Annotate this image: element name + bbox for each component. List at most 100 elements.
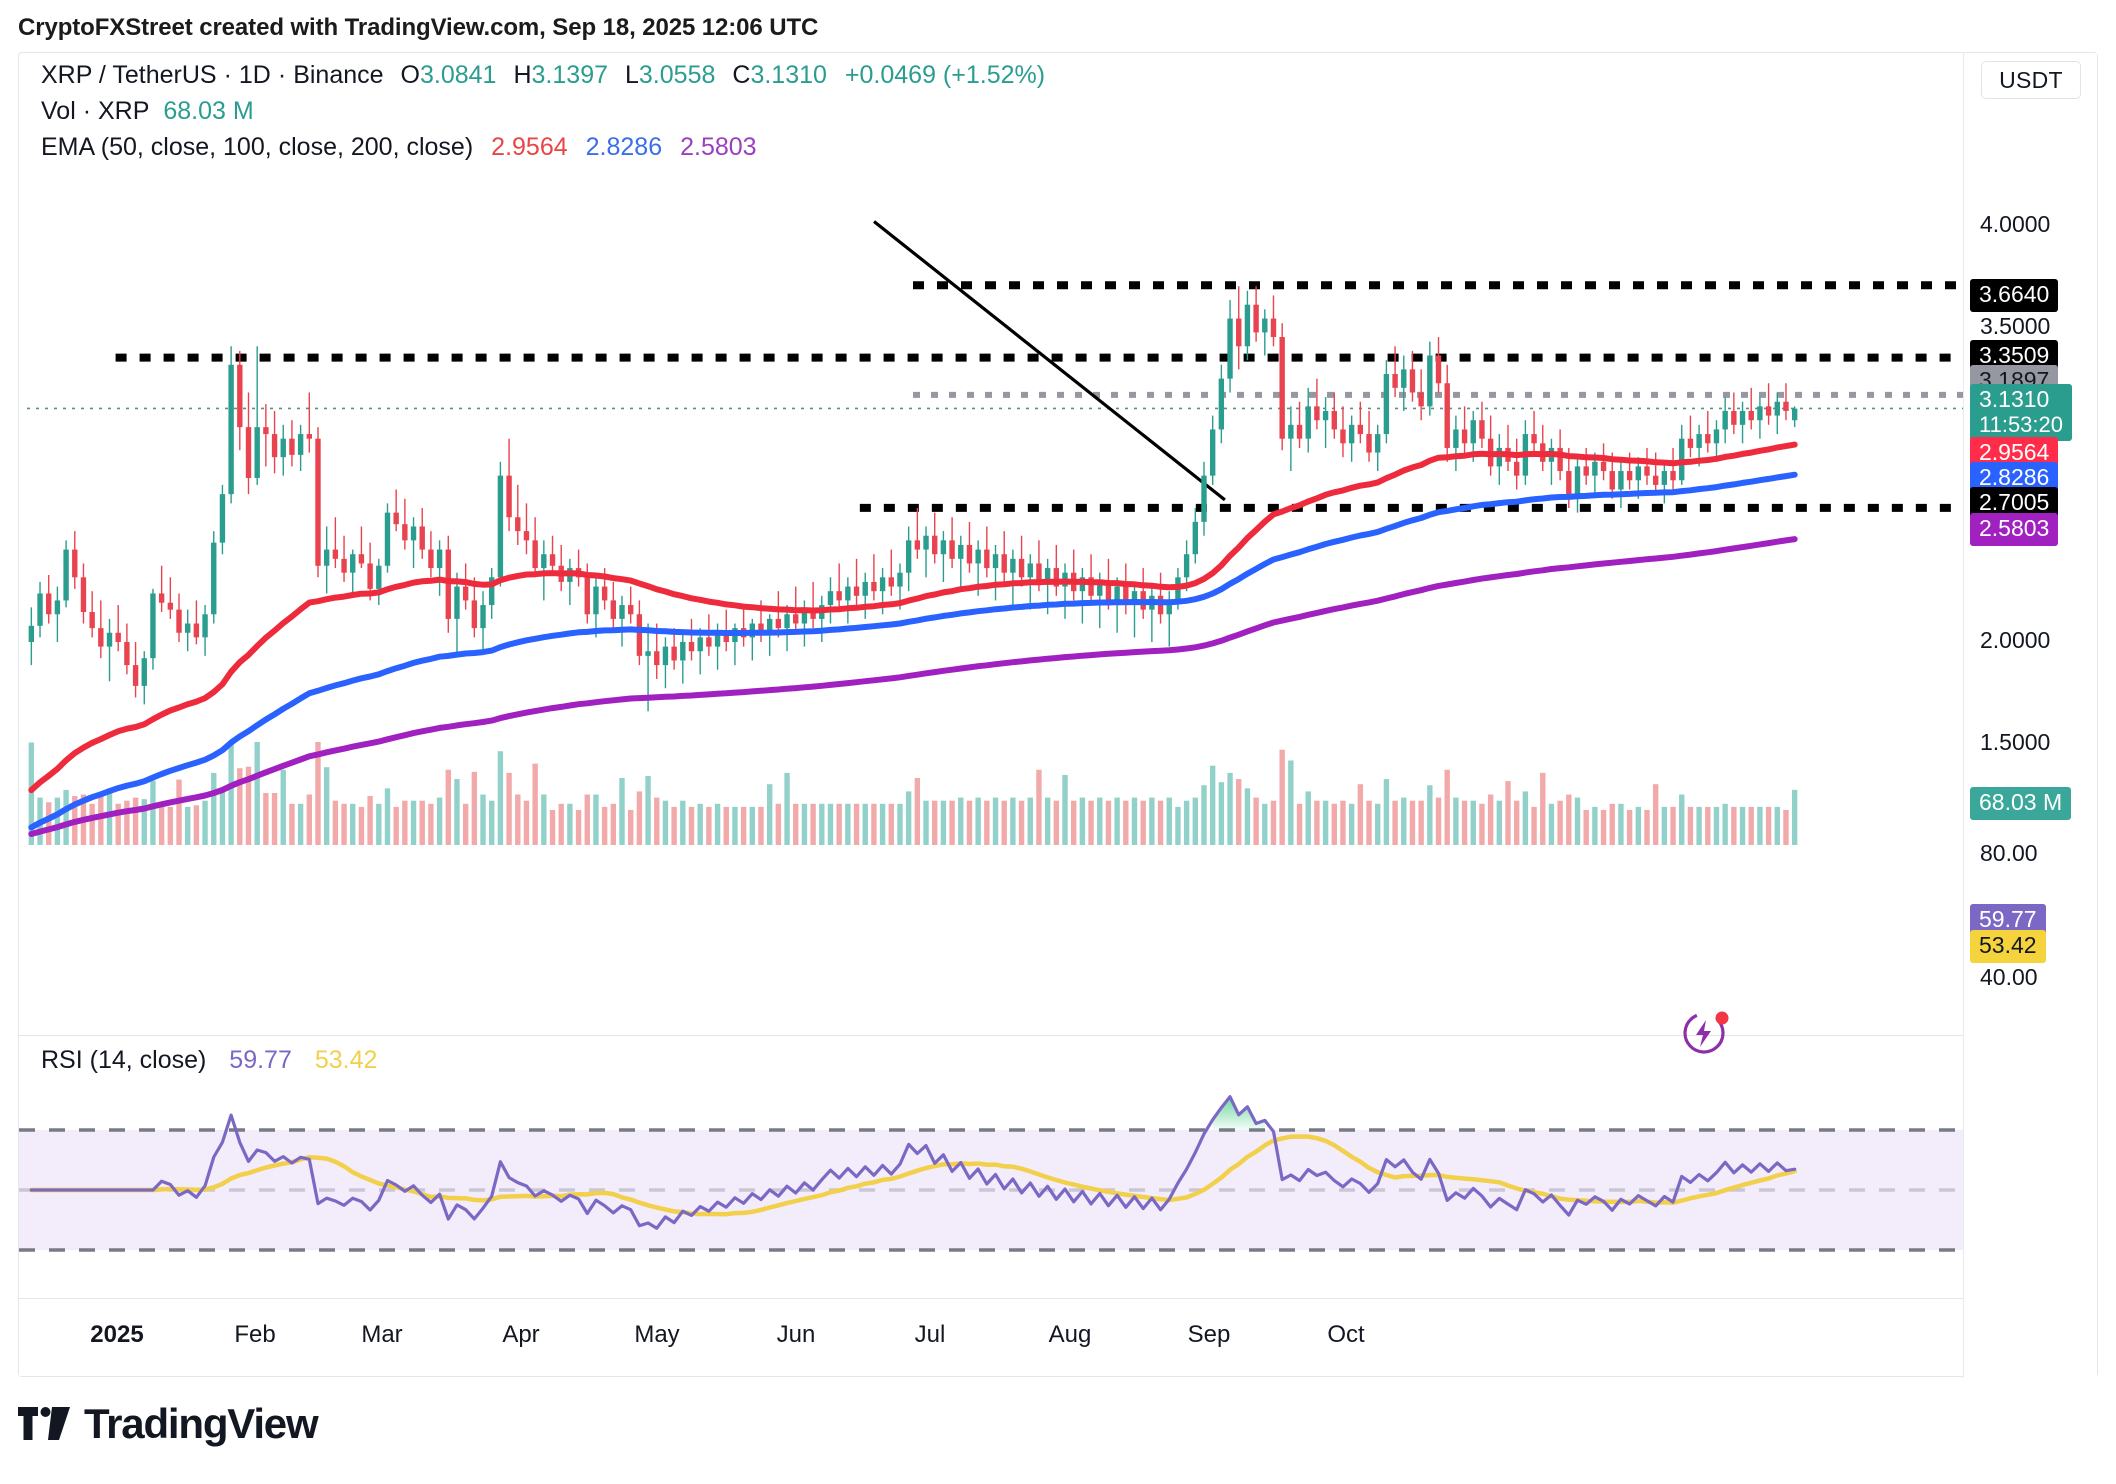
candle-body [1574,466,1581,495]
volume-bar [471,771,478,845]
candle-body [1296,424,1303,439]
volume-bar [905,791,912,845]
pane-divider [19,1035,1963,1036]
volume-bar [280,769,286,845]
rsi-line [29,1095,1797,1230]
legend-symbol[interactable]: XRP / TetherUS [41,61,217,89]
volume-bar [636,791,643,845]
volume-bar [1192,797,1198,845]
volume-bar [567,803,573,845]
volume-bar [575,809,582,845]
rsi-chart-svg [19,1095,1963,1252]
volume-bar [1765,806,1772,845]
candle-body [1644,466,1650,476]
volume-bar [1348,803,1355,845]
volume-bar [1557,800,1563,845]
time-axis[interactable]: 2025 Feb Mar Apr May Jun Jul Aug Sep Oct [19,1299,1963,1376]
candle-body [141,658,147,686]
volume-bar [1123,800,1129,845]
ema-200-line [28,536,1798,837]
volume-bar [1270,800,1277,845]
time-axis-label-1: Feb [234,1321,276,1348]
volume-bar [219,788,226,845]
candle-body [958,544,964,559]
volume-bar [384,788,391,845]
volume-bar [350,803,356,845]
candle-body [1244,304,1251,347]
candle-body [211,542,217,615]
candle-body [1288,424,1294,439]
time-axis-label-0: 2025 [90,1321,144,1348]
volume-bar [289,803,295,845]
candle-body [462,586,469,601]
volume-bar [376,803,382,845]
volume-bar [1487,794,1494,845]
price-axis-pill-7[interactable]: 2.5803 [1970,513,2059,546]
volume-bar [54,797,61,845]
candle-body [1123,586,1129,606]
price-axis-pill-3[interactable]: 3.1310 11:53:20 [1970,384,2073,442]
volume-bar [1670,806,1676,845]
volume-bar [237,768,243,845]
candle-body [445,549,451,619]
legend-volume-label[interactable]: Vol · XRP [41,97,150,125]
candle-body [1331,410,1337,430]
volume-bar [940,800,947,845]
candle-body [515,517,521,532]
price-axis[interactable]: USDT 4.00003.50002.50002.00001.50003.664… [1963,53,2097,1378]
legend-ema-label[interactable]: EMA (50, close, 100, close, 200, close) [41,133,474,161]
volume-bar [132,797,139,845]
lightning-alert-icon[interactable] [1681,1007,1731,1057]
candle-body [1696,434,1702,448]
price-axis-pill-8[interactable]: 68.03 M [1970,787,2072,820]
volume-bar [1696,806,1702,845]
volume-bar [1514,800,1520,845]
candle-body [193,623,200,638]
volume-bar [115,803,121,845]
volume-bar [306,794,312,845]
volume-bar [1470,800,1476,845]
volume-bar [1791,789,1798,845]
volume-bar [1592,806,1598,845]
volume-bar [984,800,990,845]
volume-bar [1018,800,1025,845]
candle-body [671,646,677,661]
candle-body [1713,429,1720,444]
rsi-legend-label[interactable]: RSI (14, close) [41,1046,207,1074]
candle-body [1722,410,1728,430]
candle-body [584,577,590,615]
rsi-pane[interactable]: RSI (14, close) 59.77 53.42 [19,1036,1963,1298]
candle-body [688,642,695,652]
volume-bar [1548,803,1555,845]
candle-body [1731,410,1737,425]
legend-close-label: C [732,61,751,89]
volume-bar [1296,803,1303,845]
volume-bar [888,803,894,845]
candle-body [662,646,669,666]
currency-badge[interactable]: USDT [1981,61,2081,99]
volume-bar [1453,797,1459,845]
tradingview-logo: TradingView [18,1400,319,1448]
candle-body [1305,406,1311,439]
volume-bar [732,806,738,845]
candle-body [367,563,373,589]
candle-body [1131,591,1138,606]
volume-bar [323,767,330,845]
volume-bar [975,797,981,845]
volume-bar [436,797,443,845]
price-axis-pill-0[interactable]: 3.6640 [1970,279,2059,312]
candle-body [775,618,782,629]
time-axis-label-4: May [634,1321,680,1348]
volume-bar [871,803,877,845]
candle-body [1375,434,1381,453]
time-axis-label-7: Aug [1048,1321,1092,1348]
volume-bar [1774,806,1780,845]
volume-bar [1357,784,1364,845]
volume-bar [410,800,417,845]
rsi-axis-pill-1[interactable]: 53.42 [1970,930,2046,963]
legend-interval[interactable]: 1D [238,61,271,89]
volume-bar [1626,809,1633,845]
volume-bar [1036,769,1042,845]
